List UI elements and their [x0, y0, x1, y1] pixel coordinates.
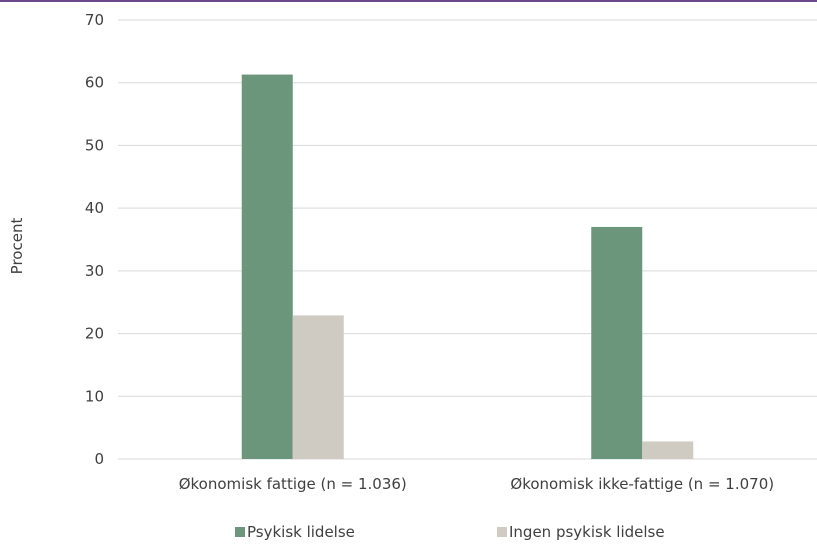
- legend: Psykisk lidelse Ingen psykisk lidelse: [235, 523, 665, 541]
- y-tick-label: 50: [85, 136, 104, 154]
- legend-swatch: [235, 527, 245, 537]
- bars: [241, 74, 694, 459]
- bar-psykisk-lidelse-1: [591, 226, 643, 459]
- legend-swatch: [497, 527, 507, 537]
- y-tick-label: 10: [85, 387, 104, 405]
- gridlines: [118, 19, 817, 460]
- x-category-label: Økonomisk ikke-fattige (n = 1.070): [510, 475, 774, 493]
- y-tick-label: 30: [85, 262, 104, 280]
- y-tick-label: 0: [94, 450, 104, 468]
- x-axis-categories: Økonomisk fattige (n = 1.036) Økonomisk i…: [179, 475, 774, 493]
- x-category-label: Økonomisk fattige (n = 1.036): [179, 475, 407, 493]
- bar-ingen-psykisk-lidelse-0: [292, 315, 344, 459]
- y-tick-label: 60: [85, 74, 104, 92]
- bar-ingen-psykisk-lidelse-1: [642, 441, 694, 459]
- y-tick-label: 40: [85, 199, 104, 217]
- y-tick-label: 20: [85, 325, 104, 343]
- bar-psykisk-lidelse-0: [241, 74, 293, 459]
- legend-label: Psykisk lidelse: [247, 523, 355, 541]
- y-axis-ticks: 0 10 20 30 40 50 60 70: [85, 11, 104, 468]
- y-axis-title: Procent: [8, 218, 26, 275]
- y-tick-label: 70: [85, 11, 104, 29]
- legend-label: Ingen psykisk lidelse: [509, 523, 665, 541]
